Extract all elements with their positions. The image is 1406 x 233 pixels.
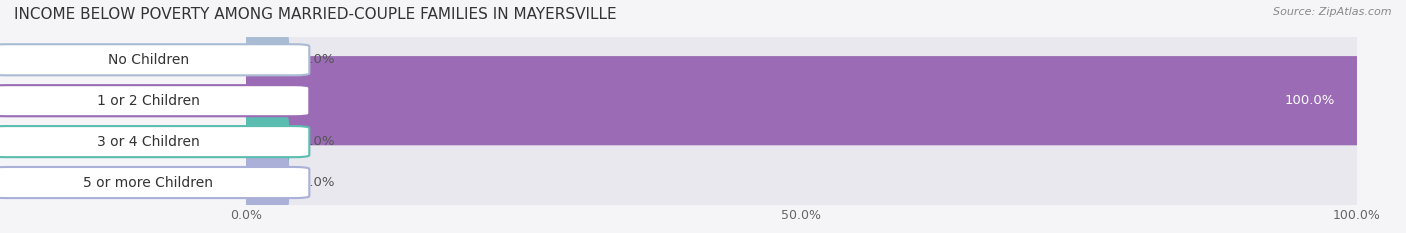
FancyBboxPatch shape <box>238 56 1365 145</box>
Text: 5 or more Children: 5 or more Children <box>83 175 214 189</box>
Text: No Children: No Children <box>108 53 188 67</box>
FancyBboxPatch shape <box>246 39 1357 80</box>
FancyBboxPatch shape <box>246 80 1357 121</box>
FancyBboxPatch shape <box>242 154 290 211</box>
Text: 3 or 4 Children: 3 or 4 Children <box>97 135 200 149</box>
Text: 100.0%: 100.0% <box>1284 94 1334 107</box>
FancyBboxPatch shape <box>0 126 309 157</box>
FancyBboxPatch shape <box>0 167 309 198</box>
FancyBboxPatch shape <box>238 138 1365 227</box>
Text: 0.0%: 0.0% <box>301 135 335 148</box>
Text: Source: ZipAtlas.com: Source: ZipAtlas.com <box>1274 7 1392 17</box>
FancyBboxPatch shape <box>246 162 1357 203</box>
FancyBboxPatch shape <box>238 56 1365 145</box>
FancyBboxPatch shape <box>242 31 290 88</box>
Text: 0.0%: 0.0% <box>301 176 335 189</box>
FancyBboxPatch shape <box>242 113 290 170</box>
Text: 1 or 2 Children: 1 or 2 Children <box>97 94 200 108</box>
Text: 0.0%: 0.0% <box>301 53 335 66</box>
FancyBboxPatch shape <box>246 121 1357 162</box>
FancyBboxPatch shape <box>238 15 1365 104</box>
Text: INCOME BELOW POVERTY AMONG MARRIED-COUPLE FAMILIES IN MAYERSVILLE: INCOME BELOW POVERTY AMONG MARRIED-COUPL… <box>14 7 617 22</box>
FancyBboxPatch shape <box>0 44 309 75</box>
FancyBboxPatch shape <box>238 97 1365 186</box>
FancyBboxPatch shape <box>0 85 309 116</box>
